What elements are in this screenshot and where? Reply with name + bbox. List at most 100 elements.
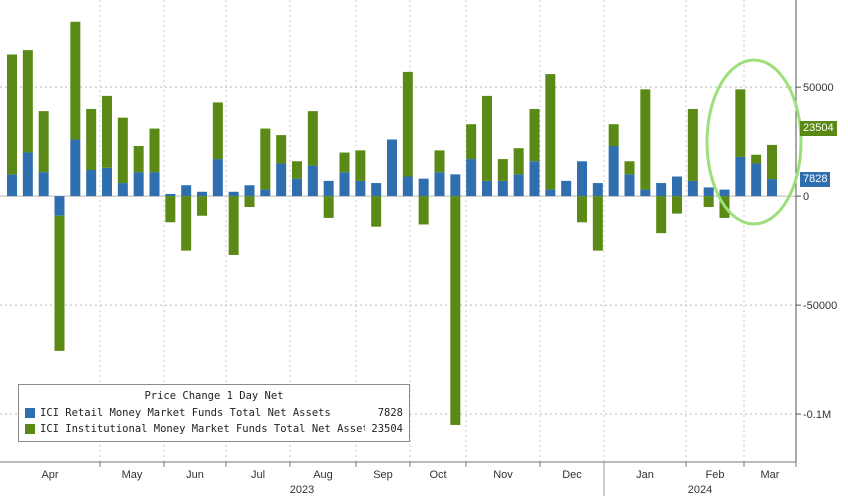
- institutional-bar: [402, 71, 413, 177]
- retail-bar: [7, 174, 17, 197]
- retail-bar: [244, 185, 255, 197]
- institutional-bar: [767, 144, 777, 180]
- institutional-bar: [545, 74, 556, 190]
- retail-bar: [339, 172, 350, 197]
- retail-bar: [513, 174, 524, 197]
- month-label: Jan: [636, 469, 654, 481]
- legend-value-retail: 7828: [377, 407, 403, 419]
- bars: [7, 21, 777, 425]
- retail-bar: [529, 161, 540, 197]
- institutional-bar: [482, 95, 492, 181]
- retail-bar: [592, 183, 603, 197]
- retail-bar: [149, 172, 160, 197]
- retail-bar: [418, 178, 429, 197]
- legend-value-institutional: 23504: [371, 423, 403, 435]
- institutional-bar: [7, 54, 17, 175]
- institutional-bar: [22, 50, 33, 153]
- institutional-bar: [466, 124, 477, 160]
- institutional-bar: [70, 21, 81, 140]
- institutional-bar: [54, 215, 65, 351]
- institutional-bar: [687, 108, 698, 181]
- legend-title: Price Change 1 Day Net: [144, 390, 284, 402]
- retail-bar: [38, 172, 49, 197]
- institutional-value-tag: 23504: [800, 121, 837, 136]
- retail-bar: [371, 183, 382, 197]
- institutional-bar: [117, 117, 128, 184]
- month-label: Apr: [41, 469, 58, 481]
- institutional-bar: [751, 154, 762, 164]
- retail-bar: [561, 180, 572, 197]
- institutional-bar: [577, 196, 587, 223]
- institutional-bar: [656, 196, 667, 234]
- month-label: Oct: [429, 469, 446, 481]
- retail-bar: [355, 180, 366, 197]
- institutional-bar: [197, 196, 207, 216]
- retail-bar: [672, 176, 682, 197]
- retail-bar: [307, 165, 318, 197]
- retail-bar: [687, 180, 698, 197]
- retail-bar: [434, 172, 445, 197]
- retail-bar: [197, 191, 207, 197]
- institutional-bar: [339, 152, 350, 173]
- y-axis-ticks: 50000 0 -50000 -0.1M: [796, 82, 837, 421]
- retail-bar: [22, 152, 33, 197]
- retail-bar: [276, 163, 287, 197]
- retail-bar: [656, 183, 667, 197]
- retail-bar: [70, 139, 81, 197]
- institutional-bar: [608, 124, 619, 147]
- institutional-bar: [355, 150, 366, 181]
- institutional-bar: [292, 161, 302, 179]
- retail-bar: [640, 189, 651, 197]
- gridlines: [0, 0, 796, 462]
- x-axis-labels: Apr May Jun Jul Aug Sep Oct Nov Dec Jan Feb Mar 2023…: [41, 462, 797, 496]
- institutional-bar: [244, 196, 255, 208]
- institutional-bar: [529, 108, 540, 162]
- retail-bar: [181, 185, 192, 197]
- institutional-bar: [86, 108, 97, 170]
- retail-bar: [133, 172, 144, 197]
- retail-bar: [402, 176, 413, 197]
- institutional-bar: [165, 196, 176, 223]
- institutional-bar: [133, 146, 144, 173]
- institutional-bar: [276, 135, 287, 164]
- institutional-bar: [260, 128, 271, 190]
- institutional-bar: [640, 89, 651, 190]
- institutional-bar: [418, 196, 429, 225]
- y-tick-label: -0.1M: [803, 409, 831, 421]
- retail-bar: [387, 139, 397, 197]
- institutional-bar: [592, 196, 603, 251]
- y-tick-label: 50000: [803, 82, 834, 94]
- retail-bar: [102, 167, 112, 197]
- retail-bar: [86, 169, 97, 197]
- month-label: Jul: [251, 469, 265, 481]
- retail-bar: [767, 179, 777, 197]
- month-label: Mar: [761, 469, 780, 481]
- retail-bar: [54, 196, 65, 216]
- retail-bar: [577, 161, 587, 197]
- institutional-bar: [434, 150, 445, 173]
- month-label: May: [122, 469, 143, 481]
- institutional-bar: [38, 111, 49, 173]
- retail-bar: [292, 178, 302, 197]
- month-label: Dec: [562, 469, 582, 481]
- institutional-bar: [513, 148, 524, 175]
- retail-bar: [450, 174, 461, 197]
- retail-value-tag: 7828: [800, 172, 831, 187]
- institutional-bar: [703, 196, 714, 208]
- retail-bar: [323, 180, 334, 197]
- retail-bar: [624, 174, 635, 197]
- institutional-bar: [149, 128, 160, 173]
- institutional-bar: [371, 196, 382, 227]
- institutional-bar: [212, 102, 223, 160]
- year-label: 2024: [688, 484, 712, 496]
- legend-label-institutional: ICI Institutional Money Market Funds Tot…: [40, 423, 366, 435]
- institutional-bar: [102, 95, 112, 168]
- retail-bar: [735, 156, 746, 197]
- retail-bar: [497, 180, 508, 197]
- retail-bar: [212, 159, 223, 197]
- institutional-bar: [307, 111, 318, 166]
- institutional-bar: [624, 161, 635, 175]
- month-label: Nov: [493, 469, 513, 481]
- y-tick-label: 0: [803, 191, 809, 203]
